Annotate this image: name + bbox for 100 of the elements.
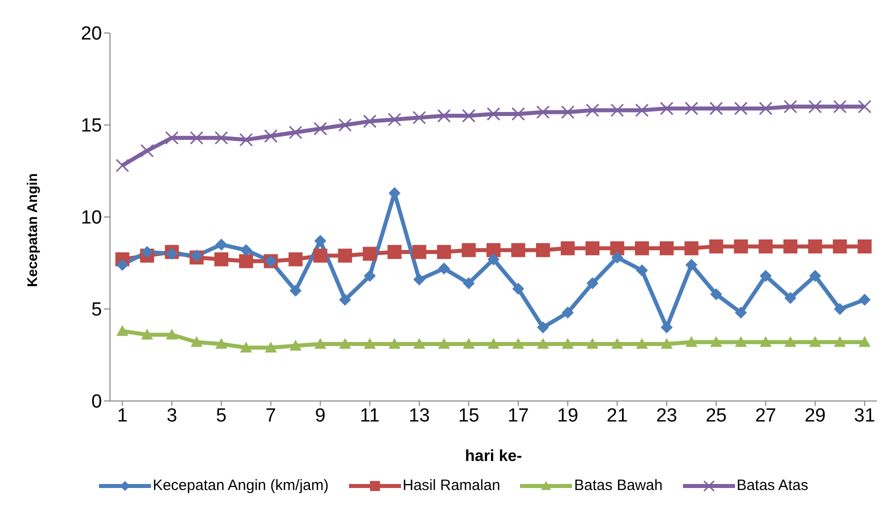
point: [684, 241, 698, 256]
point: [190, 250, 203, 262]
point: [116, 258, 128, 271]
point: [808, 239, 822, 254]
x-tick-label: 15: [458, 405, 480, 426]
point: [709, 102, 723, 116]
point: [438, 338, 450, 349]
point: [288, 126, 302, 140]
y-tick-label: 10: [80, 208, 102, 229]
x-tick-label: 9: [315, 405, 326, 426]
point: [832, 239, 847, 254]
point: [364, 338, 376, 349]
point: [438, 262, 450, 275]
point: [215, 238, 228, 251]
point: [685, 336, 698, 347]
x-tick-label: 13: [408, 405, 430, 426]
legend-label: Kecepatan Angin (km/jam): [152, 477, 329, 494]
point: [338, 118, 352, 132]
point: [709, 239, 724, 254]
point: [834, 336, 846, 347]
point: [660, 338, 673, 349]
point: [586, 277, 598, 290]
point: [635, 104, 649, 118]
x-tick-label: 19: [557, 405, 578, 426]
point: [858, 336, 871, 347]
x-tick-label: 7: [266, 405, 276, 426]
point: [685, 258, 698, 271]
point: [290, 340, 302, 351]
point: [734, 306, 747, 319]
point: [388, 244, 402, 259]
point: [240, 342, 252, 352]
point: [784, 336, 796, 347]
y-tick-label: 5: [91, 300, 102, 321]
point: [190, 336, 203, 347]
point: [809, 336, 822, 347]
point: [660, 241, 674, 256]
point: [215, 338, 228, 349]
point: [288, 252, 303, 266]
y-tick-label: 0: [91, 392, 102, 413]
point: [760, 270, 772, 282]
x-tick-label: 25: [706, 405, 727, 426]
point: [214, 252, 228, 266]
point: [562, 338, 574, 349]
point: [560, 241, 575, 256]
point: [314, 338, 326, 349]
point: [636, 338, 648, 349]
point: [710, 336, 722, 347]
x-tick-label: 29: [804, 405, 826, 426]
x-tick-label: 5: [216, 405, 227, 426]
point: [486, 243, 500, 258]
point: [634, 241, 649, 256]
point: [636, 264, 648, 276]
point: [190, 131, 204, 145]
x-tick-label: 1: [117, 405, 128, 426]
point: [833, 100, 847, 114]
point: [512, 338, 524, 349]
point: [363, 114, 377, 128]
point: [734, 239, 748, 254]
point: [214, 131, 228, 145]
point: [116, 158, 130, 172]
point: [437, 109, 451, 123]
point: [585, 241, 600, 256]
point: [562, 306, 574, 319]
point: [362, 246, 377, 261]
point: [339, 294, 352, 306]
point: [364, 270, 376, 282]
point: [413, 274, 426, 286]
point: [760, 336, 772, 347]
point: [758, 239, 773, 254]
point: [313, 248, 328, 263]
legend-label: Batas Bawah: [574, 477, 663, 494]
point: [413, 338, 426, 349]
point: [660, 321, 673, 334]
point: [140, 144, 154, 158]
x-tick-label: 31: [854, 405, 876, 426]
point: [488, 253, 500, 266]
point: [239, 132, 253, 146]
point: [660, 102, 674, 116]
legend-label: Hasil Ramalan: [402, 477, 500, 494]
point: [586, 104, 600, 118]
x-tick-label: 21: [606, 405, 628, 426]
point: [536, 321, 549, 334]
y-axis-title: Kecepatan Angin: [24, 173, 40, 287]
point: [338, 248, 352, 263]
point: [858, 294, 871, 306]
point: [462, 277, 475, 290]
legend-label: Batas Atas: [736, 477, 808, 494]
point: [290, 284, 302, 297]
point: [166, 248, 178, 260]
point: [314, 122, 328, 136]
point: [165, 131, 179, 145]
x-axis-title: hari ke-: [465, 448, 522, 465]
point: [536, 105, 550, 119]
point: [734, 102, 748, 116]
point: [412, 244, 426, 259]
point: [141, 246, 154, 258]
point: [858, 239, 872, 254]
x-tick-label: 17: [508, 405, 529, 426]
point: [560, 105, 574, 119]
point: [611, 251, 624, 264]
